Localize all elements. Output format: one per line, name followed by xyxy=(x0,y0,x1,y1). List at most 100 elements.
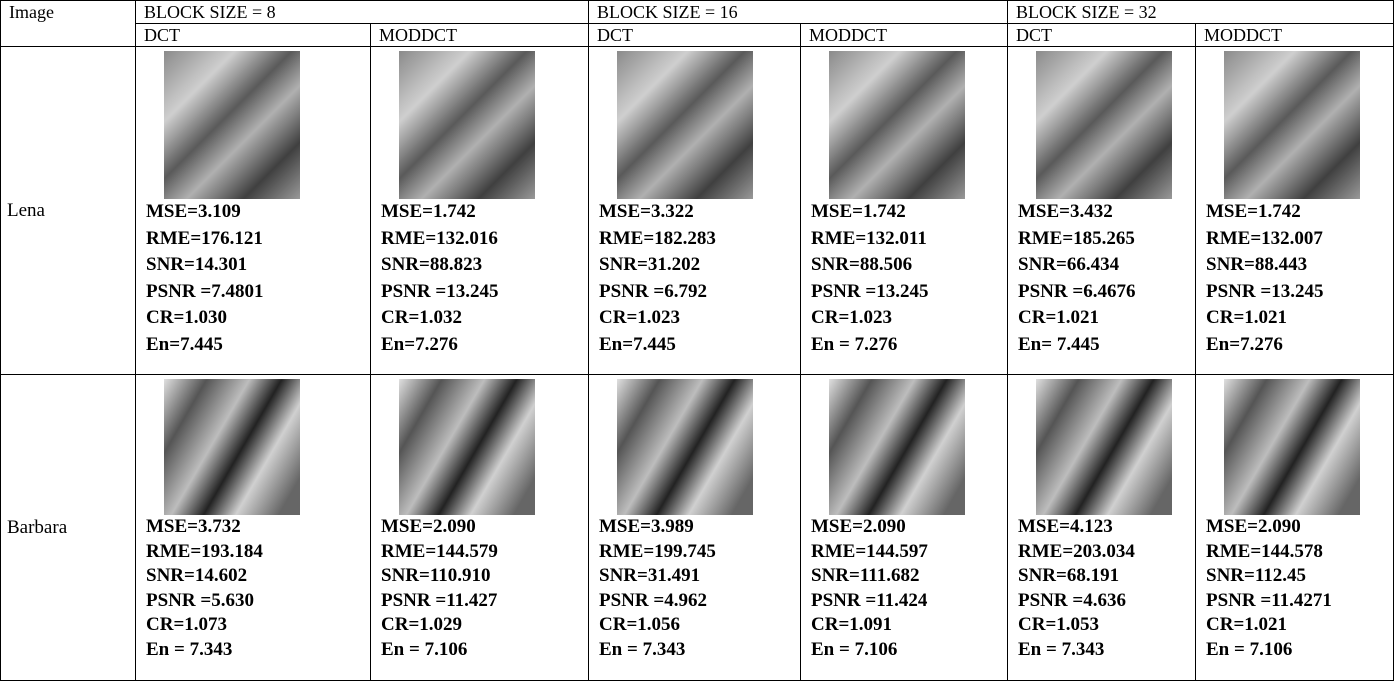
metric: En = 7.343 xyxy=(146,638,233,660)
metric: SNR=111.682 xyxy=(811,565,920,586)
thumbnail xyxy=(399,51,535,199)
thumbnail xyxy=(617,379,753,515)
metric: MSE=1.742 xyxy=(811,201,906,222)
metric: PSNR =11.424 xyxy=(811,589,928,611)
metric: MSE=4.123 xyxy=(1018,516,1113,537)
metric: SNR=31.202 xyxy=(599,254,701,275)
thumbnail xyxy=(1036,379,1172,515)
thumbnail xyxy=(164,51,300,199)
metric: MSE=1.742 xyxy=(1206,201,1301,222)
metric: RME=132.011 xyxy=(811,227,927,249)
metric: En = 7.276 xyxy=(811,333,898,355)
result-cell: MSE=2.090 RME=144.578 SNR=112.45 PSNR =11.4… xyxy=(1195,374,1394,681)
result-cell: MSE=3.432 RME=185.265 SNR=66.434 PSNR =6.46… xyxy=(1007,46,1196,375)
metric: MSE=3.432 xyxy=(1018,201,1113,222)
metric: MSE=3.109 xyxy=(146,201,241,222)
metric: En=7.276 xyxy=(381,333,458,355)
metric: PSNR =5.630 xyxy=(146,589,254,611)
metric: SNR=14.301 xyxy=(146,254,248,275)
metric: MSE=2.090 xyxy=(381,516,476,537)
metric: PSNR =11.4271 xyxy=(1206,589,1332,611)
metric: SNR=88.506 xyxy=(811,254,913,275)
result-cell: MSE=1.742 RME=132.016 SNR=88.823 PSNR =13.2… xyxy=(370,46,589,375)
metric: SNR=31.491 xyxy=(599,565,701,586)
result-cell: MSE=4.123 RME=203.034 SNR=68.191 PSNR =4.63… xyxy=(1007,374,1196,681)
metric: PSNR =13.245 xyxy=(811,280,929,302)
metric: En=7.276 xyxy=(1206,333,1283,355)
image-row: Barbara MSE=3.732 RME=193.184 SNR=14.602 PSN… xyxy=(0,374,1394,681)
thumbnail xyxy=(617,51,753,199)
metric: SNR=88.443 xyxy=(1206,254,1308,275)
result-cell: MSE=1.742 RME=132.011 SNR=88.506 PSNR =13.2… xyxy=(800,46,1008,375)
metric: RME=176.121 xyxy=(146,227,263,249)
metric: PSNR =4.636 xyxy=(1018,589,1126,611)
result-cell: MSE=2.090 RME=144.597 SNR=111.682 PSNR =11.… xyxy=(800,374,1008,681)
metric: RME=203.034 xyxy=(1018,540,1135,562)
block-size-header: BLOCK SIZE = 32 xyxy=(1007,0,1394,24)
result-cell: MSE=2.090 RME=144.579 SNR=110.910 PSNR =11.… xyxy=(370,374,589,681)
thumbnail xyxy=(1036,51,1172,199)
method-header: DCT xyxy=(135,23,371,47)
metric: RME=144.597 xyxy=(811,540,928,562)
metric: CR=1.032 xyxy=(381,307,463,328)
metric: PSNR =11.427 xyxy=(381,589,498,611)
thumbnail xyxy=(164,379,300,515)
block-size-header: BLOCK SIZE = 8 xyxy=(135,0,589,24)
metric: RME=144.578 xyxy=(1206,540,1323,562)
metric: CR=1.029 xyxy=(381,614,463,635)
metric: CR=1.056 xyxy=(599,614,681,635)
metric: RME=185.265 xyxy=(1018,227,1135,249)
metric: SNR=112.45 xyxy=(1206,565,1307,586)
thumbnail xyxy=(829,51,965,199)
result-cell: MSE=3.109 RME=176.121 SNR=14.301 PSNR =7.48… xyxy=(135,46,371,375)
metric: RME=132.016 xyxy=(381,227,498,249)
result-cell: MSE=3.322 RME=182.283 SNR=31.202 PSNR =6.79… xyxy=(588,46,801,375)
metric: En = 7.106 xyxy=(381,638,468,660)
metric: MSE=2.090 xyxy=(811,516,906,537)
metric: MSE=3.322 xyxy=(599,201,694,222)
metric: CR=1.030 xyxy=(146,307,228,328)
thumbnail xyxy=(1224,379,1360,515)
result-cell: MSE=3.989 RME=199.745 SNR=31.491 PSNR =4.96… xyxy=(588,374,801,681)
metric: RME=193.184 xyxy=(146,540,263,562)
method-header: MODDCT xyxy=(370,23,589,47)
image-header: Image xyxy=(0,0,136,47)
result-cell: MSE=3.732 RME=193.184 SNR=14.602 PSNR =5.63… xyxy=(135,374,371,681)
metric: PSNR =4.962 xyxy=(599,589,707,611)
thumbnail xyxy=(1224,51,1360,199)
header-row: Image BLOCK SIZE = 8 BLOCK SIZE = 16 BLOCK … xyxy=(0,0,1394,47)
method-header: MODDCT xyxy=(800,23,1008,47)
metric: RME=182.283 xyxy=(599,227,716,249)
metric: RME=132.007 xyxy=(1206,227,1323,249)
metric: SNR=88.823 xyxy=(381,254,483,275)
thumbnail xyxy=(829,379,965,515)
metric: En = 7.106 xyxy=(1206,638,1293,660)
metric: PSNR =13.245 xyxy=(381,280,499,302)
metric: PSNR =6.4676 xyxy=(1018,280,1136,302)
result-cell: MSE=1.742 RME=132.007 SNR=88.443 PSNR =13.2… xyxy=(1195,46,1394,375)
method-header: MODDCT xyxy=(1195,23,1394,47)
metric: MSE=1.742 xyxy=(381,201,476,222)
metric: MSE=3.989 xyxy=(599,516,694,537)
metric: PSNR =6.792 xyxy=(599,280,707,302)
metric: En = 7.343 xyxy=(599,638,686,660)
metric: CR=1.021 xyxy=(1018,307,1100,328)
metric: CR=1.053 xyxy=(1018,614,1100,635)
method-header: DCT xyxy=(588,23,801,47)
metric: CR=1.023 xyxy=(811,307,893,328)
image-row: Lena MSE=3.109 RME=176.121 SNR=14.301 PSNR =… xyxy=(0,46,1394,375)
metric: SNR=66.434 xyxy=(1018,254,1120,275)
metric: MSE=3.732 xyxy=(146,516,241,537)
metric: SNR=14.602 xyxy=(146,565,248,586)
metric: CR=1.091 xyxy=(811,614,893,635)
metric: CR=1.021 xyxy=(1206,614,1288,635)
metric: En = 7.343 xyxy=(1018,638,1105,660)
method-header: DCT xyxy=(1007,23,1196,47)
metric: SNR=110.910 xyxy=(381,565,491,586)
metric: RME=199.745 xyxy=(599,540,716,562)
metric: En = 7.106 xyxy=(811,638,898,660)
metric: PSNR =13.245 xyxy=(1206,280,1324,302)
